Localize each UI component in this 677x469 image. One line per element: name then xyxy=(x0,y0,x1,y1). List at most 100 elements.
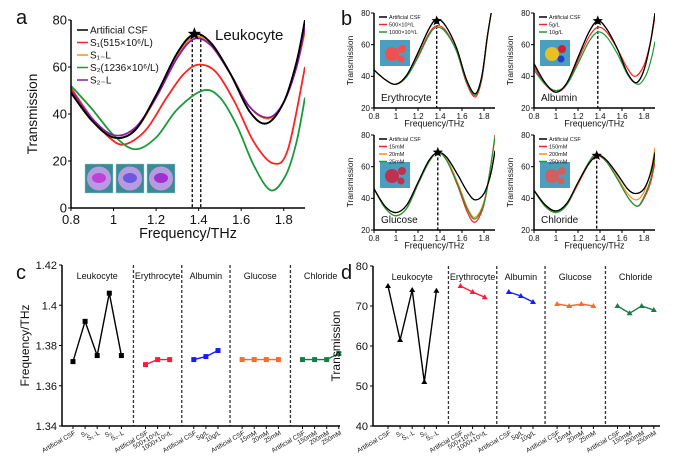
star-icon xyxy=(591,150,602,160)
x-tick-label: 1.8 xyxy=(638,234,650,243)
group-line xyxy=(556,303,594,307)
inset-image xyxy=(380,40,410,66)
legend-label: Artificial CSF xyxy=(549,15,581,21)
data-point xyxy=(638,303,645,308)
data-point xyxy=(106,290,112,296)
x-tick-label: 1.2 xyxy=(147,212,165,227)
group-line xyxy=(72,293,123,362)
y-axis-label: Transmission xyxy=(329,311,343,382)
y-tick-label: 60 xyxy=(356,341,368,353)
group-line xyxy=(617,305,655,315)
chart-title: Albumin xyxy=(541,93,577,104)
x-tick-label: 1.2 xyxy=(572,112,584,121)
y-axis-label: Transmission xyxy=(505,35,515,85)
x-axis-label: Frequency/THz xyxy=(564,240,624,250)
x-tick-label: 1 xyxy=(554,234,559,243)
x-tick-label: 1.6 xyxy=(456,112,468,121)
data-point xyxy=(517,293,524,298)
y-tick-label: 1.36 xyxy=(36,381,57,393)
y-axis-label: Transmission xyxy=(345,157,355,207)
series-line-0-top xyxy=(374,150,495,214)
x-tick-label: 1.6 xyxy=(232,212,250,227)
data-point xyxy=(155,357,161,363)
y-tick-label: 80 xyxy=(361,9,370,18)
data-point xyxy=(143,362,148,368)
y-tick-label: 40 xyxy=(361,194,370,203)
data-point xyxy=(239,357,245,363)
data-point xyxy=(481,294,488,300)
x-tick-label: 1.8 xyxy=(478,234,490,243)
data-point xyxy=(530,299,536,304)
x-tick-label: 1.8 xyxy=(478,112,490,121)
x-tick-label: 1.4 xyxy=(434,112,446,121)
data-point xyxy=(215,348,221,354)
x-tick-label: 1.6 xyxy=(456,234,468,243)
y-tick-label: 20 xyxy=(361,104,370,113)
series-line-0-top xyxy=(534,152,655,212)
data-point xyxy=(578,301,585,306)
data-point xyxy=(312,357,318,363)
legend-label: 1000×10⁹/L xyxy=(389,29,418,36)
data-point xyxy=(336,351,342,357)
x-tick-label: 1.2 xyxy=(412,112,424,121)
x-tick-label: 0.8 xyxy=(368,234,380,243)
legend-label: 150mM xyxy=(549,144,568,150)
data-point xyxy=(118,353,124,359)
chart-title: Chloride xyxy=(541,215,579,226)
star-icon xyxy=(187,27,201,40)
y-tick-label: 60 xyxy=(361,40,370,49)
inset-image xyxy=(540,162,570,188)
y-tick-label: 80 xyxy=(521,131,530,140)
y-axis-label: Transmission xyxy=(345,35,355,85)
y-tick-label: 1.38 xyxy=(36,341,57,353)
x-tick-label: S₁ xyxy=(80,429,90,439)
y-tick-label: 20 xyxy=(521,104,530,113)
group-title: Leukocyte xyxy=(77,271,118,281)
star-icon xyxy=(592,15,603,26)
x-axis-label: Frequency/THz xyxy=(404,240,464,250)
group-line xyxy=(387,285,438,383)
x-tick-label: 1.2 xyxy=(572,234,584,243)
series-line-2 xyxy=(534,31,655,92)
y-tick-label: 60 xyxy=(361,162,370,171)
legend-label: S₂₋L xyxy=(90,76,112,87)
x-tick-label: 0.8 xyxy=(368,112,380,121)
data-point xyxy=(82,318,88,324)
data-point xyxy=(300,357,305,363)
x-axis-label: Frequency/THz xyxy=(404,118,464,128)
x-tick-label: 0.8 xyxy=(528,112,540,121)
x-tick-label: S₂ xyxy=(104,429,114,439)
chart-title: Erythrocyte xyxy=(381,93,432,104)
y-tick-label: 40 xyxy=(361,72,370,81)
x-tick-label: 0.8 xyxy=(62,212,80,227)
series-line-3 xyxy=(71,85,305,192)
chart-b1: 0.8 1 1.2 1.4 1.6 1.8 20 40 60 80 Artificial CSF50… xyxy=(345,9,495,128)
data-point xyxy=(397,337,404,342)
data-point xyxy=(469,289,476,294)
data-point xyxy=(590,303,597,308)
y-tick-label: 40 xyxy=(356,421,368,433)
x-tick-label: 1.8 xyxy=(638,112,650,121)
chart-title: Leukocyte xyxy=(215,27,283,44)
axes xyxy=(61,265,340,427)
panel-letter-a: a xyxy=(16,7,28,29)
legend-label: S₂(1236×10⁶/L) xyxy=(90,63,159,74)
x-tick-label: 1 xyxy=(394,112,399,121)
x-tick-label: Artificial CSF xyxy=(356,430,392,455)
y-tick-label: 80 xyxy=(53,13,67,28)
data-point xyxy=(203,354,209,360)
data-point xyxy=(421,379,428,384)
legend-label: S₁₋L xyxy=(90,51,111,62)
data-point xyxy=(457,283,464,288)
data-point xyxy=(251,357,257,363)
legend-label: Artificial CSF xyxy=(389,137,421,143)
axes xyxy=(533,135,655,231)
series-line-0-top xyxy=(374,13,492,95)
x-tick-label: 1 xyxy=(394,234,399,243)
series-line-0-top xyxy=(534,13,655,93)
legend-label: Artificial CSF xyxy=(549,137,581,143)
x-tick-label: 1.4 xyxy=(190,212,208,227)
inset-image xyxy=(380,162,410,188)
